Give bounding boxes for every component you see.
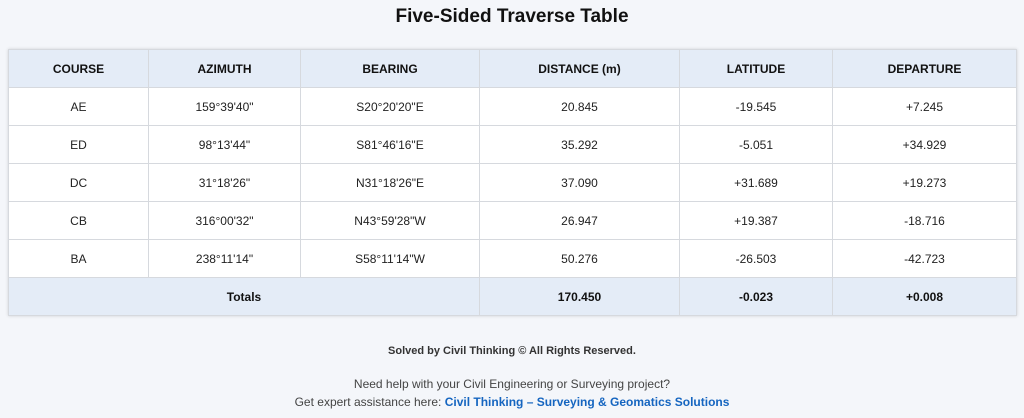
cell-departure: -18.716 [832,201,1017,240]
cell-departure: -42.723 [832,239,1017,278]
table-row: AE 159°39'40" S20°20'20"E 20.845 -19.545 +7.2… [8,87,1017,126]
traverse-table: COURSE AZIMUTH BEARING DISTANCE (m) LATI… [8,49,1017,316]
assist-line: Get expert assistance here: Civil Thinki… [0,393,1024,411]
cell-departure: +7.245 [832,87,1017,126]
cell-bearing: N43°59'28"W [300,201,480,240]
cell-azimuth: 98°13'44" [148,125,301,164]
cell-bearing: N31°18'26"E [300,163,480,202]
cell-latitude: +19.387 [679,201,833,240]
totals-departure: +0.008 [832,277,1017,316]
totals-label: Totals [8,277,480,316]
cell-course: ED [8,125,149,164]
header-course: COURSE [8,49,149,88]
cell-bearing: S20°20'20"E [300,87,480,126]
header-departure: DEPARTURE [832,49,1017,88]
copyright-text: Solved by Civil Thinking © All Rights Re… [388,345,636,357]
assist-prefix: Get expert assistance here: [294,395,442,409]
header-azimuth: AZIMUTH [148,49,301,88]
cell-course: AE [8,87,149,126]
cell-azimuth: 31°18'26" [148,163,301,202]
cell-bearing: S58°11'14"W [300,239,480,278]
page-title: Five-Sided Traverse Table [395,6,629,27]
totals-distance: 170.450 [479,277,680,316]
table-row: CB 316°00'32" N43°59'28"W 26.947 +19.387 -18.… [8,201,1017,240]
cell-azimuth: 159°39'40" [148,87,301,126]
cell-distance: 20.845 [479,87,680,126]
header-distance: DISTANCE (m) [479,49,680,88]
cell-course: BA [8,239,149,278]
cell-departure: +34.929 [832,125,1017,164]
cell-latitude: -5.051 [679,125,833,164]
table-row: ED 98°13'44" S81°46'16"E 35.292 -5.051 +34.92… [8,125,1017,164]
cell-distance: 35.292 [479,125,680,164]
cell-azimuth: 238°11'14" [148,239,301,278]
totals-latitude: -0.023 [679,277,833,316]
cell-departure: +19.273 [832,163,1017,202]
cell-latitude: -26.503 [679,239,833,278]
help-section: Need help with your Civil Engineering or… [0,375,1024,411]
civil-thinking-link[interactable]: Civil Thinking – Surveying & Geomatics S… [444,395,730,409]
table-header-row: COURSE AZIMUTH BEARING DISTANCE (m) LATI… [8,49,1017,88]
cell-latitude: -19.545 [679,87,833,126]
header-bearing: BEARING [300,49,480,88]
cell-distance: 50.276 [479,239,680,278]
cell-course: DC [8,163,149,202]
table-row: BA 238°11'14" S58°11'14"W 50.276 -26.503 -42.… [8,239,1017,278]
header-latitude: LATITUDE [679,49,833,88]
cell-course: CB [8,201,149,240]
totals-row: Totals 170.450 -0.023 +0.008 [8,277,1017,316]
table-row: DC 31°18'26" N31°18'26"E 37.090 +31.689 +19.2… [8,163,1017,202]
cell-azimuth: 316°00'32" [148,201,301,240]
help-line: Need help with your Civil Engineering or… [353,377,671,391]
cell-distance: 26.947 [479,201,680,240]
cell-latitude: +31.689 [679,163,833,202]
cell-bearing: S81°46'16"E [300,125,480,164]
cell-distance: 37.090 [479,163,680,202]
